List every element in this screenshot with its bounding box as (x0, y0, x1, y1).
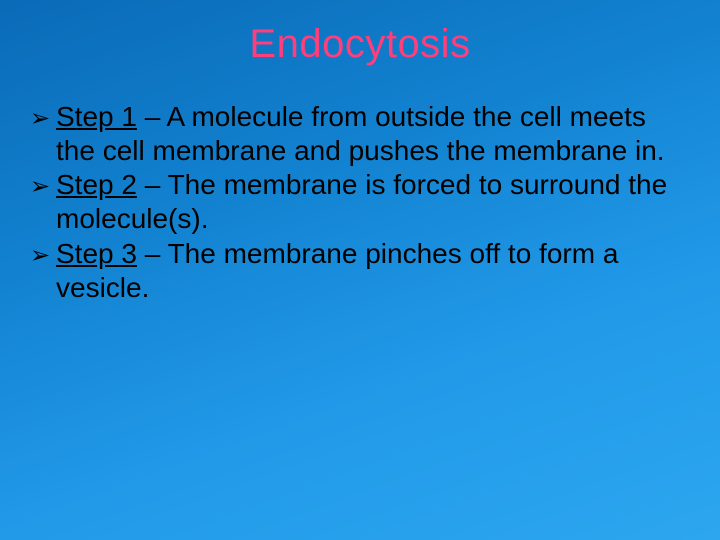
bullet-item: ➢ Step 1 – A molecule from outside the c… (30, 100, 680, 168)
step-label: Step 2 (56, 169, 137, 200)
step-label: Step 3 (56, 238, 137, 269)
arrow-bullet-icon: ➢ (30, 237, 56, 273)
step-label: Step 1 (56, 101, 137, 132)
step-desc: – The membrane pinches off to form a ves… (56, 238, 618, 303)
slide-body: ➢ Step 1 – A molecule from outside the c… (30, 100, 680, 305)
slide: Endocytosis ➢ Step 1 – A molecule from o… (0, 0, 720, 540)
bullet-text: Step 1 – A molecule from outside the cel… (56, 100, 680, 168)
step-desc: – The membrane is forced to surround the… (56, 169, 667, 234)
arrow-bullet-icon: ➢ (30, 168, 56, 204)
bullet-item: ➢ Step 3 – The membrane pinches off to f… (30, 237, 680, 305)
bullet-text: Step 2 – The membrane is forced to surro… (56, 168, 680, 236)
bullet-text: Step 3 – The membrane pinches off to for… (56, 237, 680, 305)
bullet-item: ➢ Step 2 – The membrane is forced to sur… (30, 168, 680, 236)
step-desc: – A molecule from outside the cell meets… (56, 101, 665, 166)
slide-title: Endocytosis (0, 22, 720, 67)
arrow-bullet-icon: ➢ (30, 100, 56, 136)
